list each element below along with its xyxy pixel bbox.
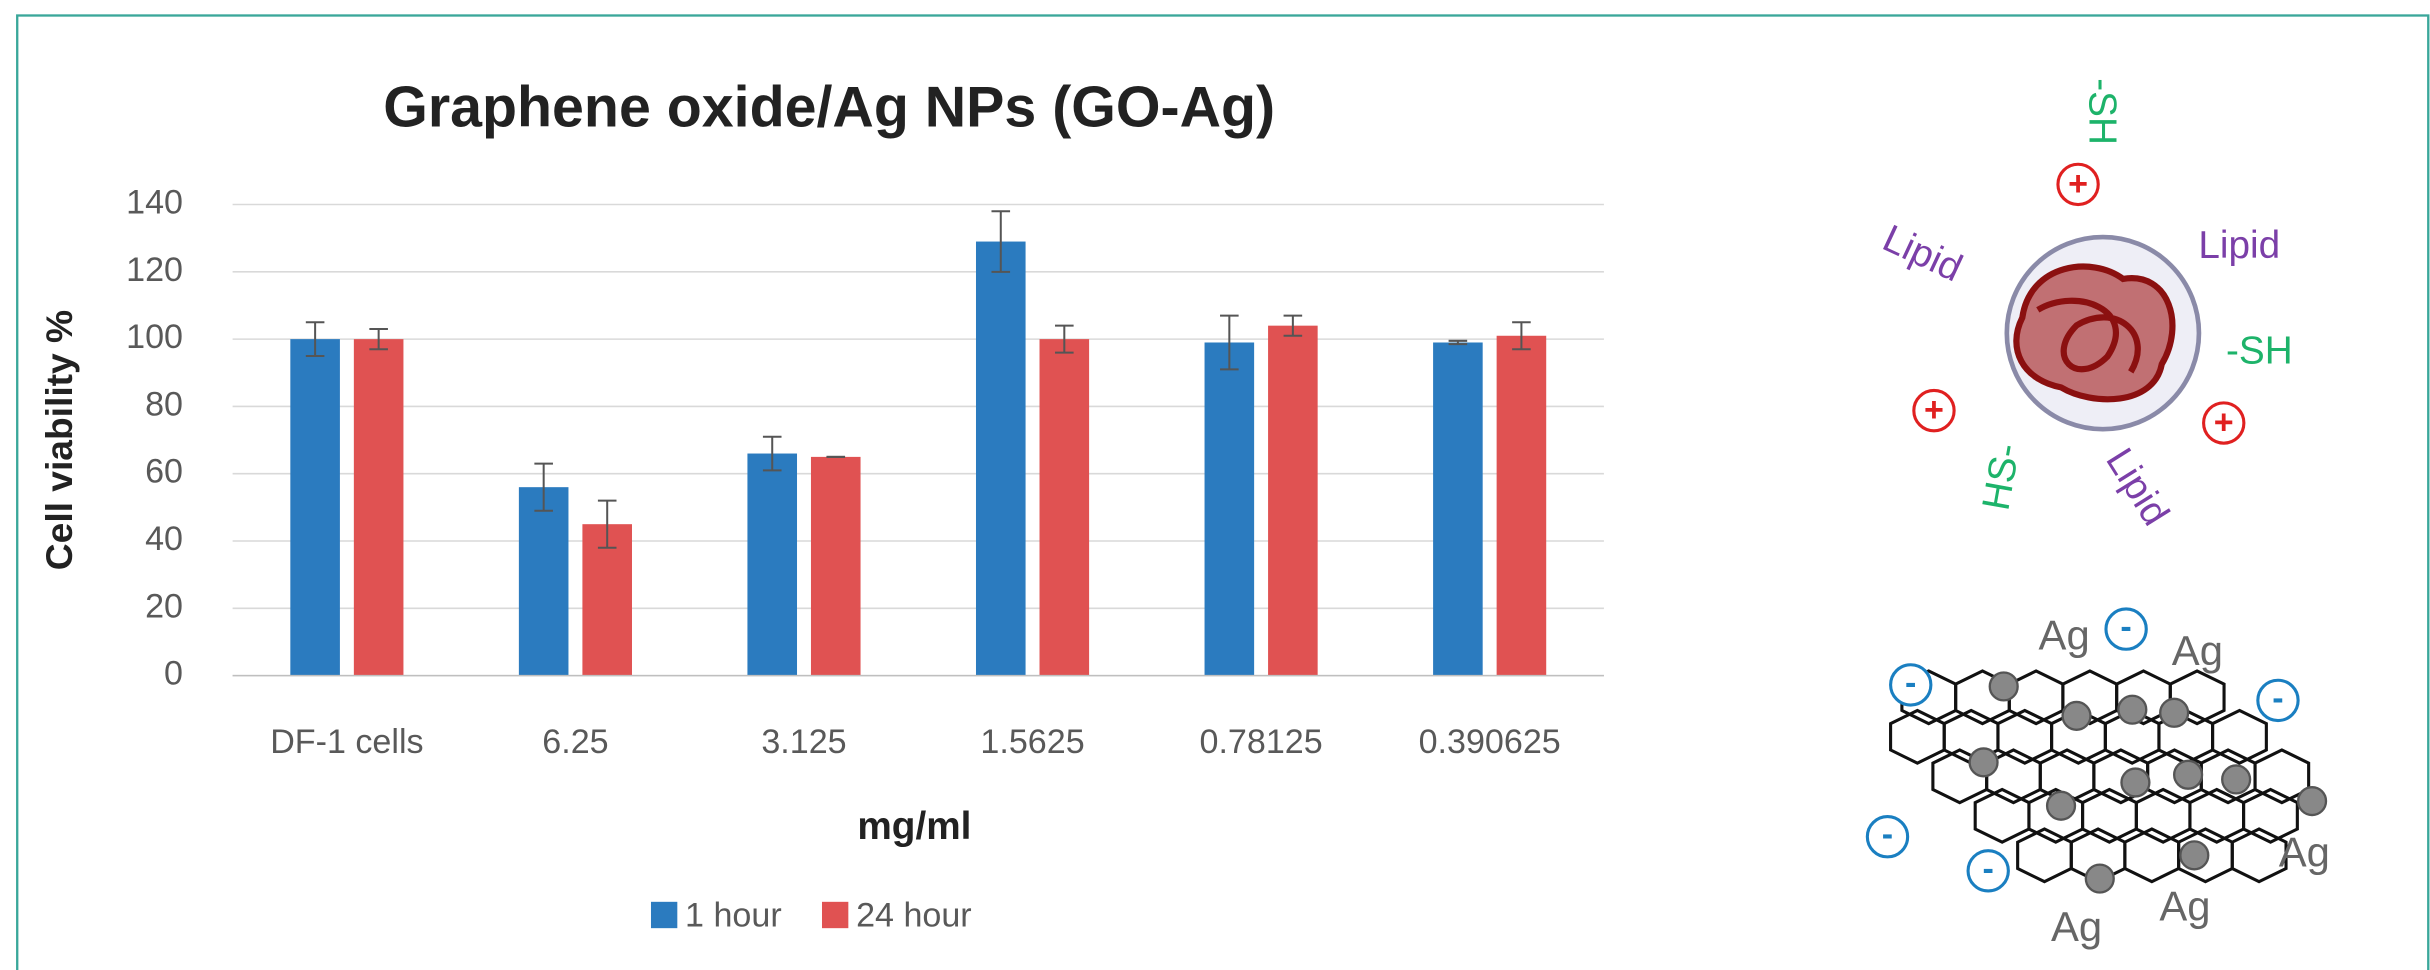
charge: +	[2214, 404, 2234, 442]
thiol-label: -SH	[2226, 330, 2293, 373]
lipid-label: Lipid	[1876, 217, 1968, 291]
bar	[1205, 342, 1255, 675]
bar	[1268, 326, 1318, 676]
lipid-label: Lipid	[2097, 441, 2177, 533]
bar	[1497, 336, 1547, 676]
charge: -	[1983, 850, 1994, 888]
bar	[519, 487, 569, 675]
ag-particle	[1970, 748, 1998, 776]
bar	[1040, 339, 1090, 675]
x-tick-label: DF-1 cells	[270, 723, 423, 761]
charge: -	[1882, 816, 1893, 854]
charge: +	[2068, 165, 2088, 203]
x-tick-label: 3.125	[761, 723, 846, 761]
ag-particle	[2086, 865, 2114, 893]
x-axis-title: mg/ml	[857, 805, 971, 848]
ag-particle	[1990, 672, 2018, 700]
bar	[811, 457, 861, 676]
y-tick-label: 60	[145, 453, 183, 491]
thiol-label: HS-	[1975, 440, 2029, 513]
legend-label: 24 hour	[856, 896, 972, 934]
bar	[1433, 342, 1483, 675]
illustration: Lipid Lipid Lipid -SH -SH HS- + + + Ag A…	[1867, 78, 2330, 950]
y-tick-label: 100	[126, 318, 183, 356]
charge: -	[2272, 679, 2283, 717]
figure: Graphene oxide/Ag NPs (GO-Ag) Cell viabi…	[0, 0, 2430, 970]
ag-particle	[2160, 699, 2188, 727]
charge: +	[1924, 391, 1944, 429]
lipid-label: Lipid	[2198, 224, 2280, 267]
charge: -	[1905, 664, 1916, 702]
ag-label: Ag	[2279, 828, 2330, 875]
page: {"chart_data": {"type": "bar", "title": …	[0, 0, 2430, 970]
legend-swatch	[822, 902, 848, 928]
x-tick-label: 0.390625	[1419, 723, 1561, 761]
ag-label: Ag	[2159, 883, 2210, 930]
ag-particle	[2121, 769, 2149, 797]
ag-particle	[2180, 841, 2208, 869]
y-axis-title: Cell viability %	[38, 310, 80, 570]
ag-label: Ag	[2172, 627, 2223, 674]
charge: -	[2120, 608, 2131, 646]
x-tick-label: 6.25	[542, 723, 608, 761]
bar	[976, 242, 1026, 676]
graphene-core	[2016, 267, 2172, 400]
x-tick-label: 0.78125	[1200, 723, 1323, 761]
ag-label: Ag	[2039, 611, 2090, 658]
ag-particle	[2174, 761, 2202, 789]
y-tick-label: 120	[126, 251, 183, 289]
ag-particle	[2118, 696, 2146, 724]
y-tick-label: 80	[145, 385, 183, 423]
y-tick-label: 40	[145, 520, 183, 558]
y-tick-label: 20	[145, 587, 183, 625]
ag-label: Ag	[2051, 903, 2102, 950]
legend-label: 1 hour	[685, 896, 782, 934]
ag-particle	[2063, 702, 2091, 730]
thiol-label: -SH	[2081, 78, 2124, 145]
bar	[747, 454, 797, 676]
bar	[290, 339, 340, 675]
y-tick-label: 0	[164, 655, 183, 693]
bar	[354, 339, 404, 675]
legend-swatch	[651, 902, 677, 928]
x-tick-label: 1.5625	[980, 723, 1084, 761]
chart-title: Graphene oxide/Ag NPs (GO-Ag)	[383, 76, 1275, 140]
ag-particle	[2298, 787, 2326, 815]
ag-particle	[2047, 792, 2075, 820]
ag-particle	[2222, 765, 2250, 793]
y-tick-label: 140	[126, 184, 183, 222]
